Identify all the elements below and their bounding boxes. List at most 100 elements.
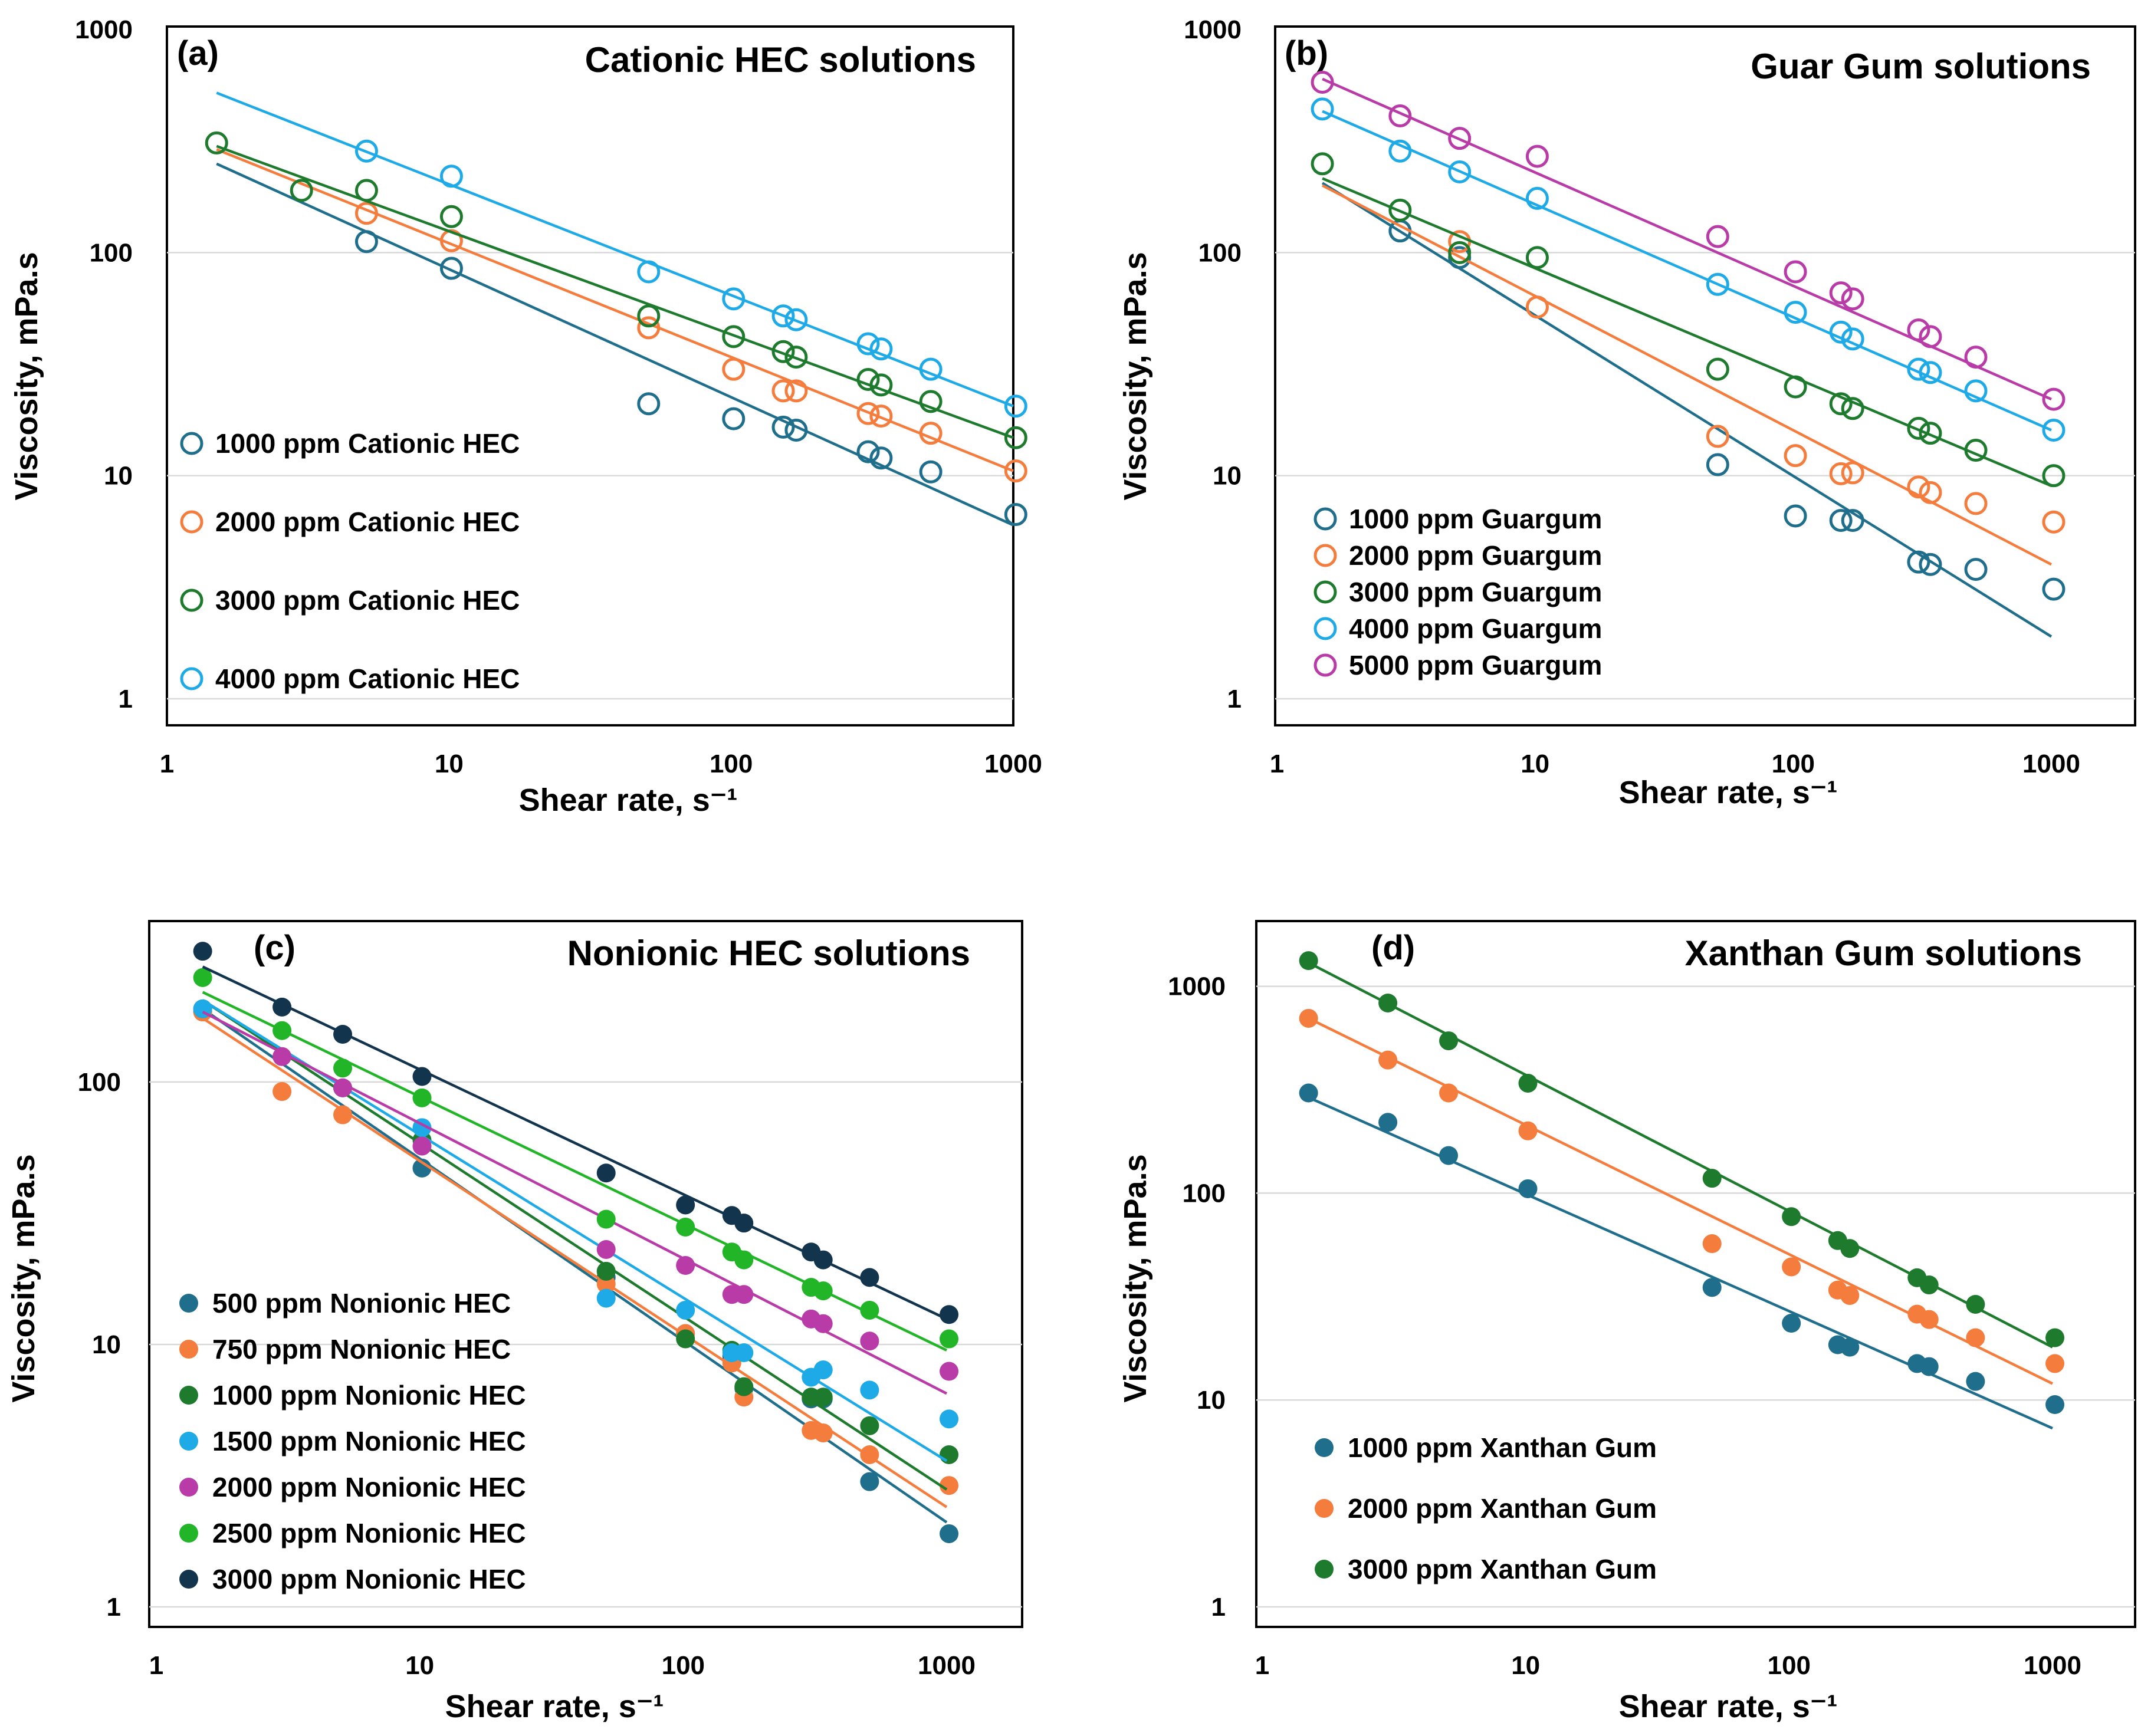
data-point [856, 402, 880, 425]
data-point [1919, 1275, 1939, 1295]
data-point [1966, 1372, 1985, 1391]
legend: 1000 ppm Guargum 2000 ppm Guargum 3000 ppm… [1314, 504, 1602, 680]
data-point [1448, 160, 1472, 183]
x-tick-label: 10 [435, 749, 464, 778]
panel-d: 1 10 100 1000 1 10 100 1000 Shear rate, s⁻¹ Visco… [1118, 920, 2136, 1724]
y-tick-label: 1 [1211, 1593, 1226, 1622]
x-tick-label: 1 [1255, 1651, 1269, 1680]
data-point [1919, 422, 1942, 445]
data-point [734, 1377, 754, 1396]
data-point [2045, 1328, 2065, 1347]
fit-line [1322, 110, 2052, 432]
y-axis-label: Viscosity, mPa.s [1118, 252, 1153, 500]
data-point [596, 1288, 616, 1308]
x-tick-label: 1000 [918, 1651, 976, 1680]
data-point [919, 390, 943, 413]
plot-frame [1274, 25, 2136, 726]
data-point [1299, 951, 1318, 971]
y-tick-label: 1000 [1184, 15, 1242, 44]
data-point [734, 1250, 754, 1270]
data-point [1964, 558, 1988, 581]
y-tick-label: 1 [119, 685, 133, 714]
data-point [940, 1524, 959, 1543]
data-point [1841, 509, 1864, 532]
y-tick-label: 10 [104, 462, 133, 491]
series-2 [1322, 184, 2066, 566]
data-point [676, 1329, 695, 1349]
data-point [940, 1409, 959, 1429]
data-point [940, 1329, 959, 1349]
data-point [940, 1362, 959, 1381]
data-point [272, 1021, 292, 1040]
chart-title: Cationic HEC solutions [585, 40, 976, 80]
data-point [272, 1082, 292, 1102]
fit-line [216, 148, 1014, 472]
data-point [1525, 144, 1549, 168]
data-point [676, 1217, 695, 1237]
data-point [205, 131, 228, 154]
series-4 [1311, 97, 2066, 442]
series-1 [216, 162, 1027, 527]
series-6 [193, 968, 959, 1352]
data-point [813, 1423, 833, 1443]
series-7 [193, 942, 959, 1324]
data-point [1525, 295, 1549, 319]
data-point [771, 340, 795, 363]
y-tick-label: 10 [92, 1330, 121, 1359]
data-point [1388, 198, 1412, 222]
data-point [2045, 1354, 2065, 1373]
fit-line [216, 144, 1014, 439]
data-point [771, 304, 795, 328]
x-tick-label: 1 [160, 749, 174, 778]
y-tick-label: 10 [1213, 462, 1242, 491]
x-tick-label: 10 [1511, 1651, 1540, 1680]
x-tick-label: 100 [662, 1651, 705, 1680]
legend-entry: 500 ppm Nonionic HEC [212, 1288, 511, 1319]
data-point [813, 1388, 833, 1407]
series-3 [1299, 951, 2065, 1349]
data-point [869, 373, 893, 397]
legend-entry: 1500 ppm Nonionic HEC [212, 1426, 526, 1456]
data-point [1841, 327, 1864, 351]
data-point [1004, 426, 1027, 449]
data-point [1706, 272, 1729, 296]
legend-marker [179, 1340, 198, 1359]
data-point [860, 1445, 879, 1464]
data-point [940, 1445, 959, 1464]
data-point [1829, 462, 1853, 485]
x-axis-label: Shear rate, s⁻¹ [445, 1689, 664, 1724]
x-tick-label: 1 [1270, 749, 1284, 778]
data-point [722, 357, 746, 381]
legend-marker [1314, 653, 1337, 677]
data-point [1964, 379, 1988, 403]
data-point [734, 1285, 754, 1304]
data-point [1964, 439, 1988, 462]
legend-marker [179, 1294, 198, 1313]
data-point [1840, 1239, 1860, 1258]
data-point [869, 446, 893, 470]
data-point [596, 1239, 616, 1259]
fit-line [216, 91, 1014, 407]
data-point [784, 308, 808, 331]
data-point [860, 1380, 879, 1400]
data-point [1378, 1050, 1398, 1070]
data-point [193, 968, 212, 987]
legend-entry: 3000 ppm Guargum [1349, 577, 1602, 607]
data-point [1829, 509, 1853, 532]
data-point [813, 1250, 833, 1270]
series-2 [216, 148, 1027, 483]
data-point [272, 1047, 292, 1066]
y-axis-label: Viscosity, mPa.s [9, 252, 44, 500]
legend-entry: 1000 ppm Cationic HEC [215, 428, 520, 459]
data-point [1829, 320, 1853, 344]
data-point [940, 1305, 959, 1324]
data-point [1919, 361, 1942, 384]
legend-marker [1314, 544, 1337, 567]
data-point [869, 405, 893, 428]
data-point [722, 407, 746, 430]
data-point [193, 942, 212, 961]
x-axis-label: Shear rate, s⁻¹ [1619, 775, 1838, 810]
data-point [1706, 357, 1729, 381]
plot-frame [166, 25, 1014, 726]
